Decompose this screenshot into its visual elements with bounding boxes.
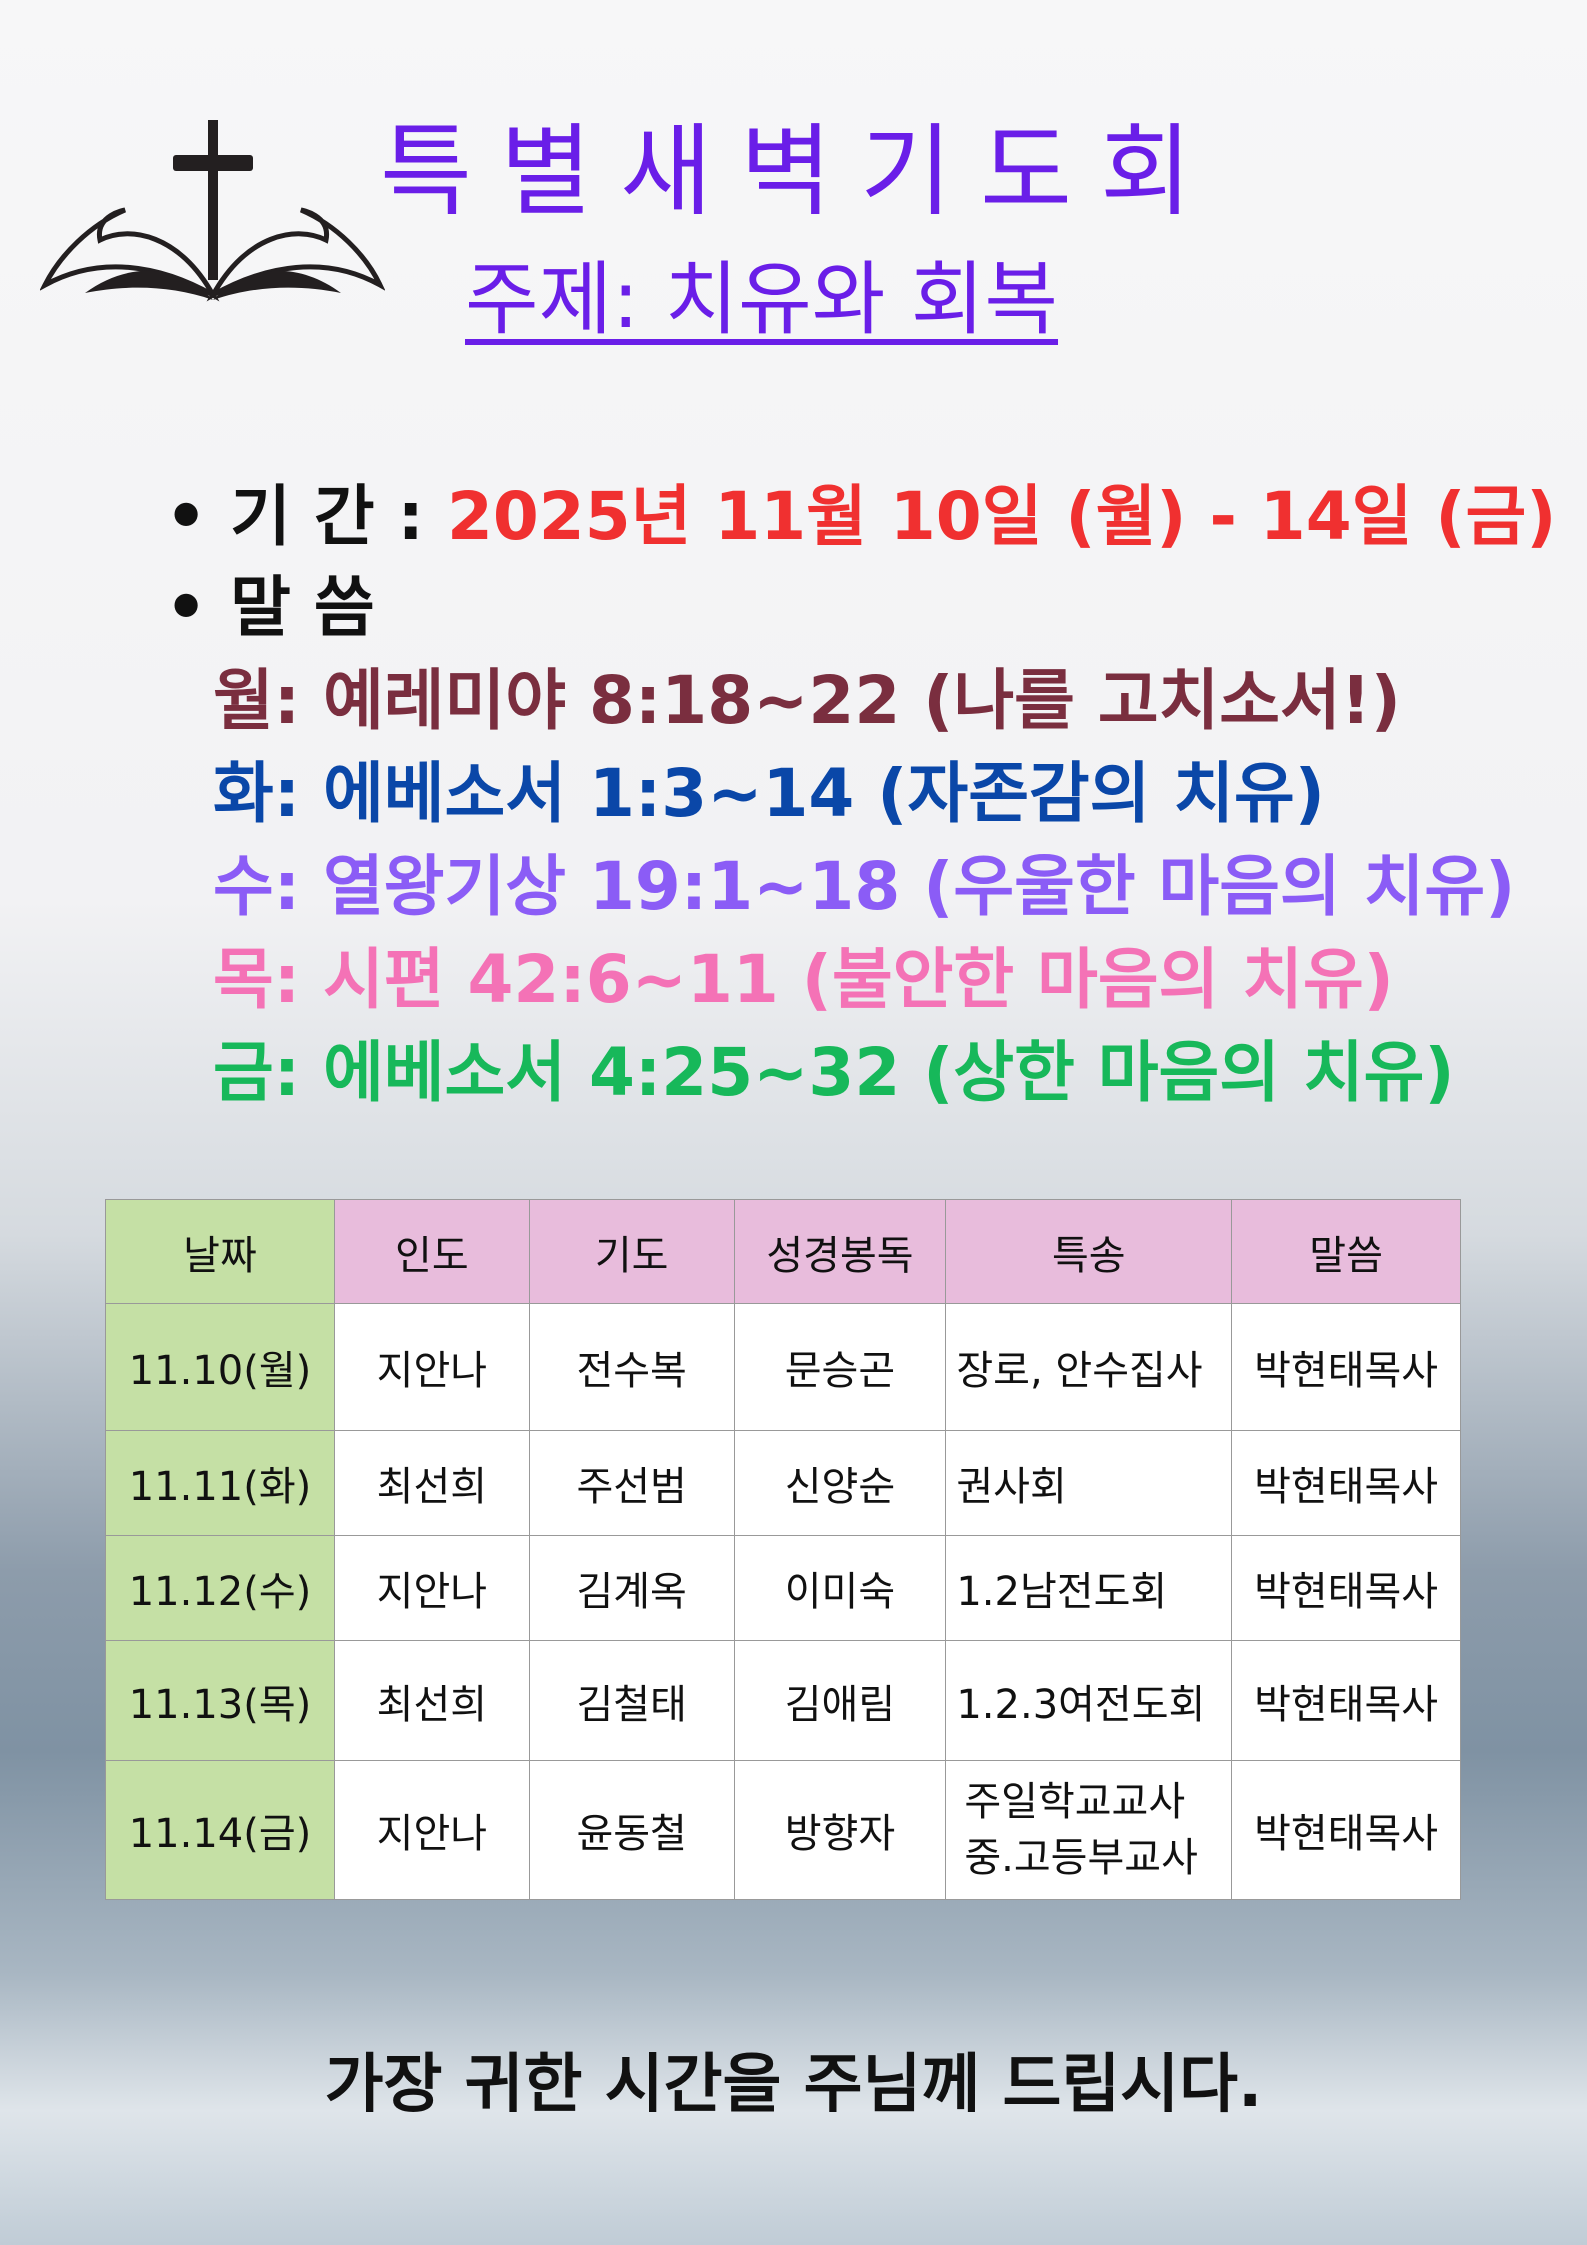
cell-leader: 지안나 <box>333 1303 530 1431</box>
cell-leader: 최선희 <box>333 1430 530 1536</box>
cell-reading: 이미숙 <box>733 1535 947 1641</box>
cell-prayer: 전수복 <box>528 1303 735 1431</box>
table-row: 11.11(화) 최선희 주선범 신양순 권사회 박현태목사 <box>105 1430 1461 1536</box>
cell-date: 11.11(화) <box>105 1430 335 1536</box>
verse-friday: 금: 에베소서 4:25~32 (상한 마음의 치유) <box>213 1034 1455 1111</box>
cell-special-song: 1.2.3여전도회 <box>945 1640 1233 1761</box>
cell-date: 11.13(목) <box>105 1640 335 1761</box>
period-label: • 기 간 : <box>165 478 447 555</box>
period-line: • 기 간 : 2025년 11월 10일 (월) - 14일 (금) <box>165 472 1556 562</box>
cell-sermon: 박현태목사 <box>1231 1303 1461 1431</box>
cell-date: 11.14(금) <box>105 1760 335 1900</box>
header-reading: 성경봉독 <box>733 1199 947 1304</box>
verse-thursday: 목: 시편 42:6~11 (불안한 마음의 치유) <box>213 941 1394 1018</box>
cell-prayer: 주선범 <box>528 1430 735 1536</box>
cell-date: 11.12(수) <box>105 1535 335 1641</box>
cell-sermon: 박현태목사 <box>1231 1760 1461 1900</box>
cell-special-song: 1.2남전도회 <box>945 1535 1233 1641</box>
table-row: 11.10(월) 지안나 전수복 문승곤 장로, 안수집사 박현태목사 <box>105 1303 1461 1431</box>
verse-wednesday: 수: 열왕기상 19:1~18 (우울한 마음의 치유) <box>213 848 1516 925</box>
cell-sermon: 박현태목사 <box>1231 1430 1461 1536</box>
cell-reading: 신양순 <box>733 1430 947 1536</box>
cross-bible-icon <box>40 120 385 302</box>
cell-special-song: 권사회 <box>945 1430 1233 1536</box>
cell-reading: 방향자 <box>733 1760 947 1900</box>
cell-reading: 문승곤 <box>733 1303 947 1431</box>
cell-date: 11.10(월) <box>105 1303 335 1431</box>
verse-tuesday: 화: 에베소서 1:3~14 (자존감의 치유) <box>213 755 1325 832</box>
cell-leader: 지안나 <box>333 1535 530 1641</box>
header-prayer: 기도 <box>528 1199 735 1304</box>
period-value: 2025년 11월 10일 (월) - 14일 (금) <box>446 478 1557 555</box>
footer-message: 가장 귀한 시간을 주님께 드립시다. <box>324 2048 1263 2122</box>
header-special-song: 특송 <box>945 1199 1233 1304</box>
cell-reading: 김애림 <box>733 1640 947 1761</box>
header-date: 날짜 <box>105 1199 335 1304</box>
cell-leader: 지안나 <box>333 1760 530 1900</box>
word-label: • 말 씀 <box>165 569 375 646</box>
verse-monday: 월: 예레미야 8:18~22 (나를 고치소서!) <box>213 662 1401 739</box>
table-row: 11.14(금) 지안나 윤동철 방향자 주일학교교사 중.고등부교사 박현태목… <box>105 1760 1461 1900</box>
cell-prayer: 윤동철 <box>528 1760 735 1900</box>
page-title: 특별새벽기도회 <box>380 113 1220 230</box>
header-leader: 인도 <box>333 1199 530 1304</box>
cell-prayer: 김철태 <box>528 1640 735 1761</box>
cell-special-song: 주일학교교사 중.고등부교사 <box>945 1760 1233 1900</box>
table-row: 11.12(수) 지안나 김계옥 이미숙 1.2남전도회 박현태목사 <box>105 1535 1461 1641</box>
cell-sermon: 박현태목사 <box>1231 1640 1461 1761</box>
table-header-row: 날짜 인도 기도 성경봉독 특송 말씀 <box>105 1199 1461 1304</box>
cell-prayer: 김계옥 <box>528 1535 735 1641</box>
table-row: 11.13(목) 최선희 김철태 김애림 1.2.3여전도회 박현태목사 <box>105 1640 1461 1761</box>
cell-leader: 최선희 <box>333 1640 530 1761</box>
cell-special-song: 장로, 안수집사 <box>945 1303 1233 1431</box>
schedule-table: 날짜 인도 기도 성경봉독 특송 말씀 11.10(월) 지안나 전수복 문승곤… <box>105 1199 1461 1900</box>
cell-sermon: 박현태목사 <box>1231 1535 1461 1641</box>
page-subtitle: 주제: 치유와 회복 <box>465 253 1059 346</box>
header-sermon: 말씀 <box>1231 1199 1461 1304</box>
